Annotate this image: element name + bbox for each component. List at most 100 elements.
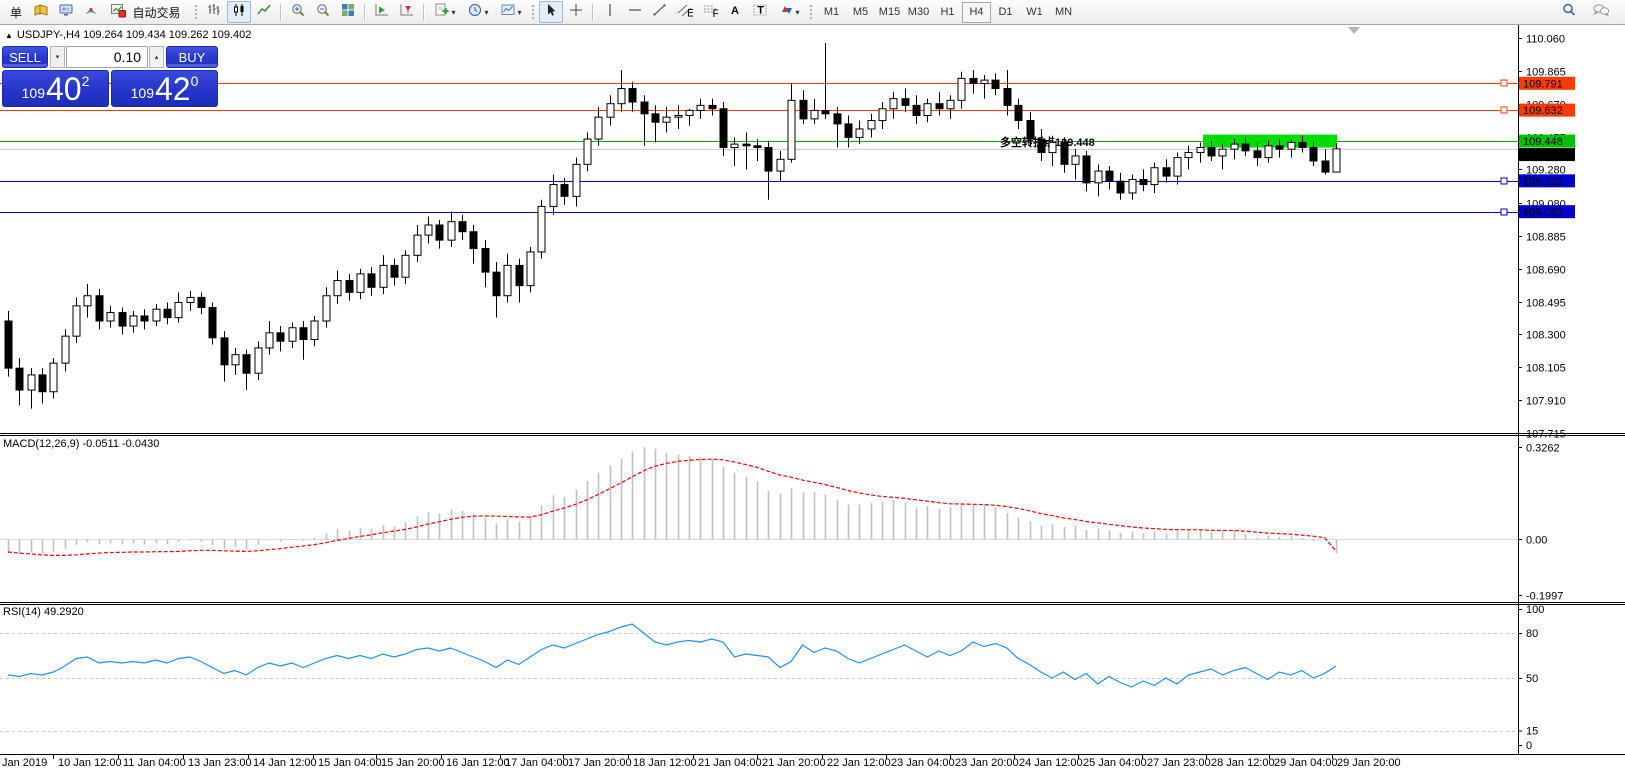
text-label-button[interactable]: T xyxy=(748,1,772,23)
candle xyxy=(719,108,728,148)
timeframe-d1[interactable]: D1 xyxy=(998,6,1013,18)
svg-text:15: 15 xyxy=(1526,726,1538,738)
terminal-button[interactable] xyxy=(54,1,78,23)
periods-button[interactable]: ▾ xyxy=(462,1,494,23)
one-click-toggle[interactable]: ▲ xyxy=(5,30,13,40)
candle xyxy=(1298,141,1307,148)
candle xyxy=(390,264,399,278)
time-axis[interactable]: Jan 2019 10 Jan 12:00 11 Jan 04:00 13 Jan 2… xyxy=(2,754,1401,769)
candle xyxy=(1287,141,1296,150)
zoom-out-button[interactable] xyxy=(311,1,335,23)
pane-separators xyxy=(0,433,1625,755)
candle xyxy=(15,367,24,391)
chart-shift-button[interactable] xyxy=(395,1,419,23)
timeframe-mn[interactable]: MN xyxy=(1054,6,1073,18)
candle xyxy=(1207,146,1216,157)
candle xyxy=(1321,160,1330,173)
candle xyxy=(503,264,512,297)
chart-shift-icon xyxy=(399,2,415,23)
candle xyxy=(821,109,830,115)
new-order-button[interactable]: 单 xyxy=(4,1,28,23)
timeframe-m15[interactable]: M15 xyxy=(878,6,901,18)
volume-increase-button[interactable]: ▴ xyxy=(149,46,164,68)
autotrading-button[interactable]: 自动交易 xyxy=(104,1,190,23)
chat-button[interactable] xyxy=(1589,1,1613,23)
journal-button[interactable] xyxy=(29,1,53,23)
cursor-button[interactable] xyxy=(539,1,563,23)
candle xyxy=(1128,178,1137,194)
candlestick-chart-button[interactable] xyxy=(227,1,251,23)
buy-price-display[interactable]: 109 42 0 xyxy=(111,70,218,107)
arrows-button[interactable]: ▾ xyxy=(773,1,805,23)
buy-price-prefix: 109 xyxy=(130,85,154,101)
level-line-handle xyxy=(1500,106,1508,114)
zoom-in-button[interactable] xyxy=(286,1,310,23)
candle xyxy=(413,234,422,256)
level-line-handle xyxy=(1500,177,1508,185)
templates-button[interactable]: ▾ xyxy=(495,1,527,23)
candle xyxy=(254,347,263,374)
candle xyxy=(163,308,172,319)
timeframe-buttons: M1 M5 M15 M30 H1 H4 D1 W1 MN xyxy=(817,1,1078,23)
new-order-label: 单 xyxy=(9,5,22,20)
signals-button[interactable] xyxy=(79,1,103,23)
candle xyxy=(617,88,626,105)
timeframe-m5[interactable]: M5 xyxy=(852,6,869,18)
candle xyxy=(1162,167,1171,177)
svg-text:15 Jan 04:00: 15 Jan 04:00 xyxy=(318,757,382,769)
bar-chart-button[interactable] xyxy=(202,1,226,23)
equidistant-channel-button[interactable]: E xyxy=(673,1,697,23)
sell-button[interactable]: SELL xyxy=(2,46,48,68)
candle xyxy=(265,332,274,349)
volume-input[interactable] xyxy=(66,46,148,68)
periods-clock-icon xyxy=(467,2,483,23)
timeframe-h4[interactable]: H4 xyxy=(962,1,991,23)
candle xyxy=(572,163,581,197)
scroll-to-end-marker[interactable] xyxy=(1348,27,1360,34)
svg-text:107.715: 107.715 xyxy=(1526,429,1566,441)
candle xyxy=(345,280,354,293)
text-icon: A xyxy=(727,2,743,23)
candle xyxy=(1241,143,1250,152)
main-pane[interactable]: 多空转折点109.448 xyxy=(0,43,1518,409)
buy-button[interactable]: BUY xyxy=(166,46,218,68)
candle xyxy=(322,295,331,322)
toolbar-gripper[interactable] xyxy=(531,4,535,20)
horizontal-line-button[interactable] xyxy=(623,1,647,23)
text-button[interactable]: A xyxy=(723,1,747,23)
fibonacci-button[interactable]: F xyxy=(698,1,722,23)
volume-decrease-button[interactable]: ▾ xyxy=(50,46,65,68)
auto-scroll-button[interactable] xyxy=(370,1,394,23)
trendline-button[interactable] xyxy=(648,1,672,23)
symbol-ohlc-text: USDJPY-,H4 109.264 109.434 109.262 109.4… xyxy=(16,29,252,41)
rsi-line xyxy=(7,623,1337,688)
candle xyxy=(276,332,285,342)
indicators-button[interactable]: ▾ xyxy=(429,1,461,23)
toolbar-gripper[interactable] xyxy=(194,4,198,20)
zoom-out-icon xyxy=(315,2,331,23)
timeframe-m1[interactable]: M1 xyxy=(823,6,840,18)
candle xyxy=(27,374,36,391)
timeframe-h1[interactable]: H1 xyxy=(940,6,955,18)
candle xyxy=(288,327,297,342)
candle xyxy=(1037,138,1046,154)
sell-price-display[interactable]: 109 40 2 xyxy=(2,70,109,107)
toolbar-gripper[interactable] xyxy=(809,4,813,20)
timeframe-m30[interactable]: M30 xyxy=(907,6,930,18)
tile-windows-button[interactable] xyxy=(336,1,360,23)
svg-text:29 Jan 04:00: 29 Jan 04:00 xyxy=(1274,757,1338,769)
timeframe-w1[interactable]: W1 xyxy=(1026,6,1043,18)
candle xyxy=(1026,120,1035,140)
candle xyxy=(140,315,149,322)
search-button[interactable] xyxy=(1557,1,1581,23)
crosshair-button[interactable] xyxy=(564,1,588,23)
arrows-icon xyxy=(778,2,794,23)
svg-text:50: 50 xyxy=(1526,673,1538,685)
line-chart-button[interactable] xyxy=(252,1,276,23)
vertical-line-button[interactable] xyxy=(598,1,622,23)
macd-pane[interactable]: 0.3262 0.00 -0.1997 xyxy=(0,443,1563,603)
price-axis[interactable]: 110.060109.865109.670109.475109.280109.0… xyxy=(1518,24,1566,754)
candle xyxy=(662,116,671,123)
rsi-pane[interactable]: 100 80 50 15 0 xyxy=(0,604,1544,752)
